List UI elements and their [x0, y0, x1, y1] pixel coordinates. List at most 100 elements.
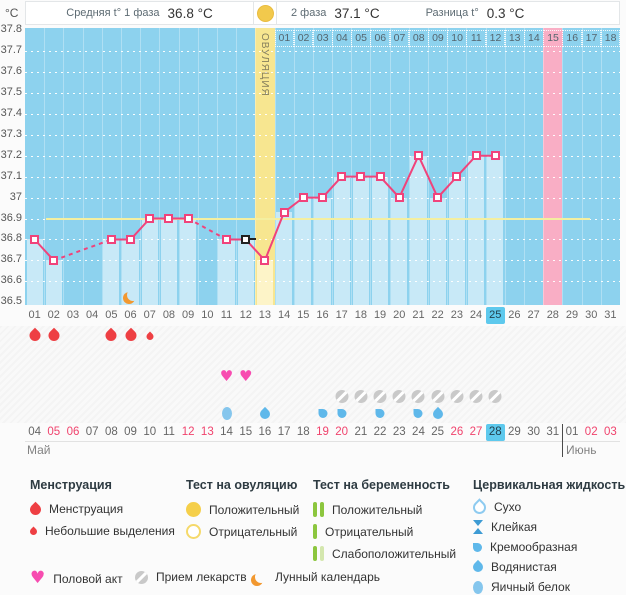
calendar-date-cell[interactable]: 29: [508, 426, 521, 438]
legend-item: Положительный: [186, 502, 299, 517]
calendar-date-cell[interactable]: 20: [335, 426, 349, 438]
temperature-point[interactable]: [241, 234, 251, 244]
temperature-plot[interactable]: 01 02 03 04 05 06 07 08 09 10 11 12 13 14 15 16 17 18 ОВУЛ…: [25, 28, 620, 305]
cycle-day-cell[interactable]: 10: [201, 309, 214, 321]
calendar-date-cell[interactable]: 25: [431, 426, 445, 438]
temperature-bar: [429, 197, 446, 305]
temperature-point[interactable]: [126, 234, 136, 244]
temperature-point[interactable]: [318, 193, 327, 203]
temperature-point[interactable]: [452, 172, 462, 182]
calendar-date-cell[interactable]: 27: [469, 426, 483, 438]
temperature-point[interactable]: [164, 214, 174, 223]
phase2-value: 37.1 °C: [334, 5, 380, 21]
cycle-day-cell[interactable]: 04: [86, 309, 99, 321]
calendar-date-cell[interactable]: 08: [104, 426, 118, 438]
calendar-date-cell[interactable]: 23: [392, 426, 406, 438]
temperature-point[interactable]: [375, 172, 385, 182]
calendar-date-cell[interactable]: 16: [258, 426, 272, 438]
cycle-day-cell[interactable]: 15: [297, 309, 310, 321]
phase2-stats-header: 2 фаза 37.1 °C Разница t° 0.3 °C: [276, 1, 620, 25]
calendar-date-cell[interactable]: 11: [162, 426, 175, 438]
cycle-day-cell[interactable]: 09: [182, 309, 195, 321]
temperature-point[interactable]: [145, 214, 155, 223]
gridline: [25, 155, 620, 157]
calendar-date-cell[interactable]: 05: [47, 426, 61, 438]
cycle-day-cell[interactable]: 30: [585, 309, 598, 321]
temperature-point[interactable]: [260, 255, 270, 265]
legend-item: Менструация: [27, 501, 123, 517]
cycle-day-cell[interactable]: 02: [47, 309, 60, 321]
legend: Менструация Менструация Небольшие выделени…: [0, 466, 626, 595]
calendar-date-cell[interactable]: 18: [296, 426, 310, 438]
temperature-point[interactable]: [471, 151, 481, 161]
temperature-point[interactable]: [394, 193, 404, 203]
cycle-day-cell[interactable]: 06: [124, 309, 137, 321]
calendar-date-cell[interactable]: 17: [277, 426, 291, 438]
column-separator: [293, 28, 295, 305]
cycle-day-cell[interactable]: 31: [604, 309, 617, 321]
calendar-date-cell[interactable]: 12: [181, 426, 195, 438]
calendar-date-cell[interactable]: 06: [66, 426, 80, 438]
calendar-date-cell[interactable]: 15: [239, 426, 253, 438]
calendar-date-cell[interactable]: 31: [546, 426, 560, 438]
calendar-date-cell[interactable]: 09: [124, 426, 137, 438]
temperature-point[interactable]: [183, 214, 193, 223]
calendar-date-cell[interactable]: 28: [485, 424, 505, 441]
calendar-date-cell[interactable]: 26: [450, 426, 464, 438]
cycle-day-cell[interactable]: 16: [316, 309, 329, 321]
cycle-day-cell[interactable]: 20: [393, 309, 406, 321]
temperature-point[interactable]: [279, 207, 289, 217]
calendar-date-cell[interactable]: 21: [354, 426, 368, 438]
temperature-point[interactable]: [433, 193, 443, 203]
cycle-day-cell[interactable]: 24: [469, 309, 483, 321]
calendar-date-cell[interactable]: 24: [412, 426, 425, 438]
temperature-bar: [295, 197, 312, 305]
calendar-date-cell[interactable]: 22: [373, 426, 387, 438]
legend-circle-filled-icon: [186, 502, 201, 517]
temperature-bar: [45, 260, 62, 305]
cycle-day-cell[interactable]: 08: [162, 309, 176, 321]
calendar-date-cell[interactable]: 19: [316, 426, 329, 438]
temperature-point[interactable]: [222, 234, 232, 244]
cycle-day-cell[interactable]: 14: [277, 309, 291, 321]
calendar-date-cell[interactable]: 03: [603, 426, 617, 438]
cycle-day-cell[interactable]: 01: [28, 309, 41, 321]
cycle-day-cell[interactable]: 27: [527, 309, 540, 321]
temperature-point[interactable]: [49, 255, 59, 265]
calendar-date-cell[interactable]: 13: [200, 426, 214, 438]
cycle-day-cell[interactable]: 03: [66, 309, 80, 321]
temperature-point[interactable]: [298, 193, 308, 203]
cycle-day-cell[interactable]: 21: [412, 309, 425, 321]
legend-item: Отрицательный: [186, 524, 297, 539]
calendar-date-cell[interactable]: 10: [143, 426, 157, 438]
cycle-day-cell[interactable]: 22: [431, 309, 444, 321]
calendar-date-cell[interactable]: 30: [527, 426, 541, 438]
cycle-day-cell[interactable]: 29: [565, 309, 579, 321]
temperature-point[interactable]: [413, 151, 423, 161]
temperature-point[interactable]: [337, 172, 347, 182]
cycle-day-cell[interactable]: 25: [485, 307, 505, 324]
cycle-day-cell[interactable]: 05: [105, 309, 118, 321]
calendar-date-cell[interactable]: 02: [584, 426, 598, 438]
temperature-point[interactable]: [490, 151, 500, 161]
column-separator: [562, 28, 564, 305]
y-tick-label: 37.3: [0, 127, 22, 140]
temperature-point[interactable]: [356, 172, 366, 182]
cycle-day-cell[interactable]: 13: [258, 309, 272, 321]
cycle-day-cell[interactable]: 12: [239, 309, 252, 321]
cycle-day-cell[interactable]: 28: [546, 309, 559, 321]
cycle-day-cell[interactable]: 19: [373, 309, 387, 321]
cycle-day-cell[interactable]: 18: [354, 309, 367, 321]
temperature-point[interactable]: [106, 234, 116, 244]
cycle-day-cell[interactable]: 11: [220, 309, 233, 321]
calendar-date-cell[interactable]: 01: [565, 426, 579, 438]
calendar-date-cell[interactable]: 14: [220, 426, 233, 438]
calendar-date-cell[interactable]: 04: [28, 426, 41, 438]
cycle-day-cell[interactable]: 26: [508, 309, 521, 321]
ovulation-header-cell: [253, 1, 277, 25]
cycle-day-cell[interactable]: 23: [450, 309, 463, 321]
calendar-date-cell[interactable]: 07: [85, 426, 99, 438]
cycle-day-cell[interactable]: 17: [335, 309, 348, 321]
temperature-point[interactable]: [30, 234, 40, 244]
cycle-day-cell[interactable]: 07: [143, 309, 156, 321]
